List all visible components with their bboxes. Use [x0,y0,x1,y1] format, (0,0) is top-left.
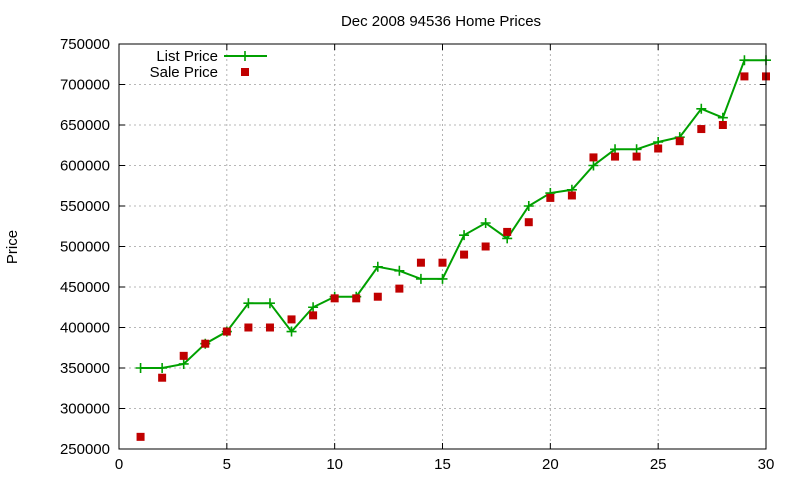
y-tick-label: 450000 [60,279,110,296]
y-tick-label: 700000 [60,77,110,94]
y-tick-label: 750000 [60,36,110,53]
list-price-point [243,298,254,309]
list-price-point [696,103,707,114]
sale-price-point [244,323,253,332]
grid [119,44,766,449]
y-tick-label: 500000 [60,239,110,256]
sale-price-point [265,323,274,332]
sale-price-point [395,284,404,293]
legend-label: Sale Price [150,64,218,81]
sale-price-point [524,218,533,227]
sale-price-point [222,327,231,336]
list-price-point [394,265,405,276]
sale-price-point [309,311,318,320]
sale-price-point [460,250,469,259]
sale-price-point [201,339,210,348]
plot-frame [118,43,767,450]
sale-price-point [136,432,145,441]
y-tick-label: 400000 [60,320,110,337]
sale-price-point [179,351,188,360]
sale-price-point [567,191,576,200]
list-price-point [739,55,750,66]
y-tick-label: 600000 [60,158,110,175]
list-price-point [308,302,319,313]
list-price-point [415,273,426,284]
list-price-point [135,363,146,373]
series [135,55,771,441]
y-tick-label: 250000 [60,441,110,458]
y-tick-label: 350000 [60,360,110,377]
x-tick-label: 15 [434,456,451,473]
x-tick-label: 5 [223,456,231,473]
list-price-point [459,230,470,241]
sale-price-point [330,294,339,303]
sale-price-point [373,292,382,301]
chart-title: Dec 2008 94536 Home Prices [341,13,541,30]
x-tick-label: 0 [115,456,123,473]
sale-price-point [287,315,296,324]
list-price-point [523,201,534,211]
list-price-point [178,358,189,369]
sale-price-point [352,294,361,303]
list-price-point [286,326,297,337]
sale-price-point [654,144,663,153]
ticks: 0 5 10 15 20 25 30 250000 300000 350000 400000 4500… [60,36,774,473]
list-price-point [588,160,599,171]
sale-price-point [675,137,684,146]
sale-price-point [481,242,490,251]
y-axis-label: Price [4,230,21,264]
y-tick-label: 650000 [60,117,110,134]
list-price-line [140,59,766,369]
sale-price-point [632,152,641,161]
sale-price-point [740,72,749,81]
sale-price-point [611,152,620,161]
sale-price-point [503,227,512,236]
x-tick-label: 20 [542,456,559,473]
sale-price-point [158,373,167,382]
y-tick-label: 550000 [60,198,110,215]
legend-label: List Price [156,48,218,65]
x-tick-label: 30 [758,456,775,473]
list-price-point [480,218,491,229]
list-price-point [372,261,383,272]
sale-price-point [697,125,706,134]
sale-price-point [589,153,598,162]
sale-price-point [438,258,447,267]
x-tick-label: 25 [650,456,667,473]
legend-plus-marker [240,51,250,61]
sale-price-point [718,121,727,129]
list-price-point [264,298,275,309]
legend-square-marker [241,68,249,76]
sale-price-point [416,258,425,267]
series-0 [135,55,771,373]
list-price-point [157,363,168,373]
y-tick-label: 300000 [60,401,110,418]
list-price-point [437,273,448,284]
sale-price-point [546,193,555,202]
x-tick-label: 10 [326,456,343,473]
